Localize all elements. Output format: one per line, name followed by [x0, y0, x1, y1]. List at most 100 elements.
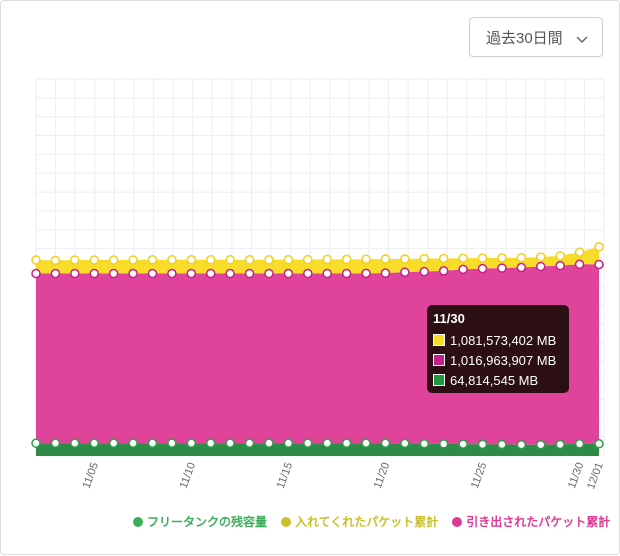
tooltip-swatch-received — [433, 334, 445, 346]
free-point — [147, 438, 158, 448]
received-point — [477, 253, 488, 263]
received-point — [458, 253, 468, 264]
received-point — [264, 255, 274, 265]
received-point — [89, 255, 99, 265]
free-point — [322, 438, 332, 448]
withdrawn-point — [341, 268, 352, 279]
received-point — [400, 254, 410, 264]
received-point — [31, 255, 41, 265]
withdrawn-point — [497, 263, 507, 273]
free-point — [205, 438, 216, 448]
date-range-label: 過去30日間 — [486, 29, 563, 47]
date-range-select[interactable]: 過去30日間 — [469, 17, 603, 57]
received-point — [205, 255, 216, 265]
free-point — [225, 438, 235, 448]
legend-label-free: フリータンクの残容量 — [147, 515, 268, 529]
withdrawn-point — [477, 263, 488, 274]
legend-item-received[interactable]: 入れてくれたパケット累計 — [281, 513, 438, 530]
free-point — [380, 438, 391, 448]
free-point — [50, 438, 61, 448]
received-point — [225, 255, 235, 265]
received-point — [50, 255, 61, 266]
received-point — [70, 255, 80, 265]
withdrawn-point — [419, 266, 430, 277]
withdrawn-point — [205, 268, 216, 279]
free-point — [458, 439, 468, 449]
withdrawn-point — [555, 260, 565, 271]
free-point — [264, 438, 274, 448]
tooltip-swatch-withdrawn — [433, 354, 445, 366]
withdrawn-point — [264, 268, 274, 279]
withdrawn-point — [400, 267, 410, 277]
received-area — [36, 246, 599, 274]
received-point — [516, 252, 527, 263]
received-point — [419, 253, 430, 264]
withdrawn-point — [361, 268, 371, 279]
withdrawn-point — [283, 268, 294, 279]
withdrawn-point — [574, 259, 585, 270]
free-point — [536, 439, 546, 450]
free-point — [108, 438, 119, 448]
free-point — [186, 438, 197, 448]
received-point — [341, 254, 352, 265]
tooltip-value-free: 64,814,545 MB — [450, 372, 539, 388]
received-point — [108, 255, 119, 265]
received-point — [283, 254, 294, 265]
tooltip-row-received: 1,081,573,402 MB — [433, 330, 563, 350]
received-point — [167, 255, 177, 265]
received-point — [303, 254, 313, 265]
x-tick-label: 12/01 — [585, 461, 606, 491]
x-tick-label: 11/15 — [275, 461, 295, 490]
x-tick-label: 11/30 — [566, 461, 586, 490]
x-tick-label: 11/25 — [469, 461, 489, 490]
received-point — [536, 252, 546, 262]
free-point — [244, 438, 255, 448]
tooltip-swatch-free — [433, 374, 445, 386]
received-point — [128, 255, 138, 265]
tooltip-row-withdrawn: 1,016,963,907 MB — [433, 350, 563, 370]
free-point — [167, 438, 177, 448]
withdrawn-point — [50, 268, 61, 279]
withdrawn-point — [536, 261, 546, 272]
free-point — [516, 439, 527, 450]
tooltip-value-received: 1,081,573,402 MB — [450, 332, 557, 348]
withdrawn-point — [108, 268, 119, 279]
chart-tooltip: 11/30 1,081,573,402 MB 1,016,963,907 MB … — [427, 305, 569, 393]
free-area — [36, 443, 599, 456]
withdrawn-point — [186, 268, 197, 279]
received-point — [555, 251, 565, 261]
received-point — [147, 255, 158, 265]
received-point — [361, 254, 371, 264]
withdrawn-point — [225, 268, 235, 279]
withdrawn-point — [303, 268, 313, 279]
free-point — [128, 438, 138, 448]
free-point — [497, 439, 507, 450]
withdrawn-point — [380, 268, 391, 278]
withdrawn-point — [89, 268, 99, 279]
tooltip-value-withdrawn: 1,016,963,907 MB — [450, 352, 557, 368]
free-point — [303, 438, 313, 448]
legend-item-withdrawn[interactable]: 引き出されたパケット累計 — [452, 513, 610, 530]
legend-item-free[interactable]: フリータンクの残容量 — [133, 513, 267, 530]
received-point — [497, 253, 507, 263]
x-tick-label: 11/10 — [178, 461, 198, 490]
withdrawn-point — [438, 266, 449, 276]
withdrawn-point — [322, 268, 332, 279]
free-point — [594, 438, 604, 449]
withdrawn-point — [31, 268, 41, 279]
free-point — [555, 439, 565, 450]
received-point — [574, 247, 585, 257]
legend-dot-withdrawn — [452, 516, 463, 527]
free-point — [361, 438, 371, 448]
free-point — [89, 438, 99, 448]
free-point — [31, 438, 41, 448]
received-point — [380, 254, 391, 264]
withdrawn-point — [244, 268, 255, 279]
free-point — [283, 438, 294, 448]
received-point — [594, 242, 604, 252]
free-point — [341, 438, 352, 448]
withdrawn-point — [147, 268, 158, 279]
free-point — [477, 439, 488, 450]
received-point — [244, 255, 255, 265]
free-point — [419, 438, 430, 449]
